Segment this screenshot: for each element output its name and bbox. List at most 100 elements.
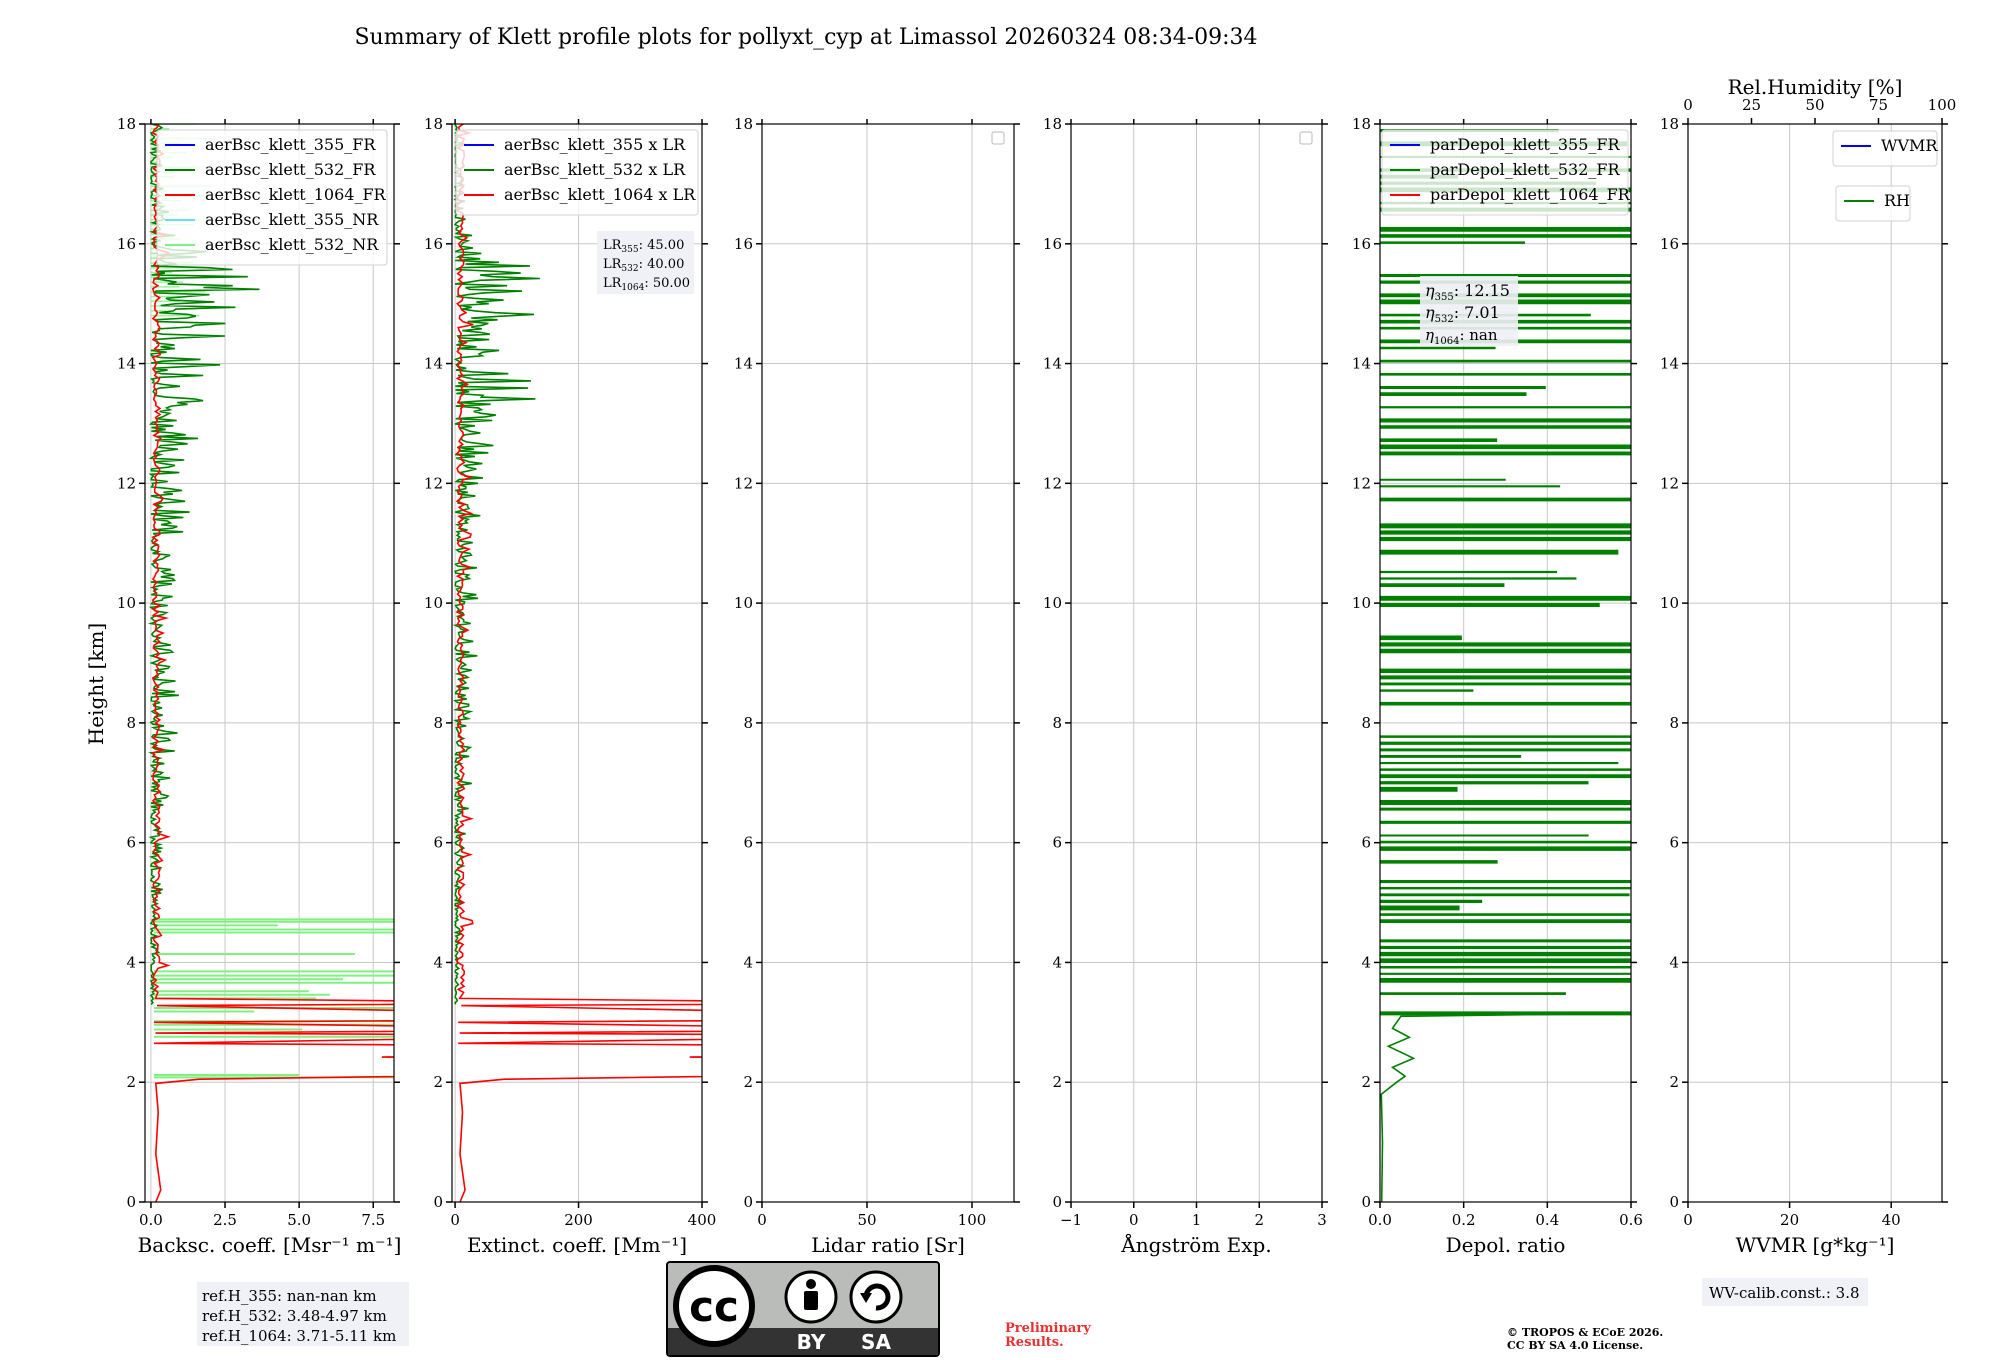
y-tick-label: 8 — [126, 714, 136, 732]
x-tick-label: 0.0 — [139, 1211, 163, 1229]
preliminary-line1: Preliminary — [1005, 1321, 1091, 1336]
y-tick-label: 18 — [1660, 115, 1679, 133]
preliminary-line2: Results. — [1005, 1335, 1064, 1350]
axes-frame — [451, 123, 703, 1203]
y-tick-label: 14 — [734, 355, 753, 373]
y-tick-label: 2 — [743, 1073, 753, 1091]
y-tick-label: 6 — [433, 834, 443, 852]
legend-entry: aerBsc_klett_355_FR — [205, 135, 376, 154]
y-tick-label: 10 — [1660, 594, 1679, 612]
y-tick-label: 14 — [1352, 355, 1371, 373]
y-tick-label: 8 — [1669, 714, 1679, 732]
y-tick-label: 10 — [1043, 594, 1062, 612]
y-tick-label: 10 — [117, 594, 136, 612]
empty-legend-box — [991, 131, 1005, 145]
y-tick-label: 2 — [1669, 1073, 1679, 1091]
x-tick-label: 40 — [1882, 1211, 1901, 1229]
x-tick-label: 400 — [688, 1211, 717, 1229]
y-tick-label: 2 — [433, 1073, 443, 1091]
data-line-aerBsc_klett_532 x LR — [452, 124, 540, 1005]
y-tick-label: 18 — [1352, 115, 1371, 133]
y-tick-label: 8 — [1052, 714, 1062, 732]
legend-frame — [455, 129, 699, 216]
x-tick-label: 2.5 — [213, 1211, 237, 1229]
y-tick-label: 12 — [117, 474, 136, 492]
legend-wvmr: WVMR — [1832, 130, 1938, 167]
reference-height-box: ref.H_355: nan-nan km ref.H_532: 3.48-4.… — [197, 1282, 409, 1346]
legend-entry: aerBsc_klett_1064_FR — [205, 185, 387, 204]
empty-legend-box — [1299, 131, 1313, 145]
x-tick-label: 3 — [1317, 1211, 1327, 1229]
lr-entry-355: LR355: 45.00 — [603, 238, 684, 255]
legend-entry: parDepol_klett_532_FR — [1430, 160, 1621, 179]
y-tick-label: 16 — [734, 235, 753, 253]
eta-entry-532: η532: 7.01 — [1425, 303, 1500, 325]
x-axis-label: Lidar ratio [Sr] — [811, 1233, 965, 1257]
data-line-aerBsc_klett_1064_FR — [151, 124, 394, 1202]
y-tick-label: 0 — [1052, 1193, 1062, 1211]
x-tick-label: 0.0 — [1368, 1211, 1392, 1229]
y-tick-label: 14 — [117, 355, 136, 373]
legend-frame — [1835, 185, 1911, 222]
legend-entry: aerBsc_klett_532_NR — [205, 235, 379, 254]
share-alike-icon — [849, 1270, 903, 1324]
y-tick-label: 4 — [1361, 953, 1371, 971]
x-tick-label: 0 — [757, 1211, 767, 1229]
y-tick-label: 10 — [734, 594, 753, 612]
legend-backscatter: aerBsc_klett_355_FR aerBsc_klett_532_FRae… — [156, 129, 388, 266]
panel-depol: 0 2 4 6 8 10 12 14 16 18 0.0 0.2 0.4 0.6 Depol. ratio p… — [1352, 115, 1643, 1257]
y-tick-label: 16 — [1352, 235, 1371, 253]
y-tick-label: 10 — [424, 594, 443, 612]
y-tick-label: 4 — [743, 953, 753, 971]
y-tick-label: 12 — [1660, 474, 1679, 492]
y-tick-label: 18 — [117, 115, 136, 133]
panel-backscatter: 0 2 4 6 8 10 12 14 16 18 0.0 2.5 5.0 7.5 Backsc. coeff… — [117, 115, 402, 1257]
y-tick-label: 6 — [1361, 834, 1371, 852]
x-tick-label: 200 — [564, 1211, 593, 1229]
y-tick-label: 16 — [1660, 235, 1679, 253]
y-tick-label: 18 — [1043, 115, 1062, 133]
y-tick-label: 16 — [424, 235, 443, 253]
legend-rh: RH — [1835, 185, 1911, 222]
axes-frame — [144, 123, 395, 1203]
x-tick-label: 0 — [1129, 1211, 1139, 1229]
legend-frame — [1381, 129, 1629, 216]
y-tick-label: 6 — [1052, 834, 1062, 852]
legend-entry: aerBsc_klett_355 x LR — [504, 135, 686, 154]
top-x-tick-label: 75 — [1869, 96, 1888, 114]
top-x-tick-label: 50 — [1805, 96, 1824, 114]
legend-entry: RH — [1884, 191, 1910, 210]
lr-box-frame — [597, 231, 694, 294]
y-tick-label: 18 — [734, 115, 753, 133]
x-tick-label: 0.2 — [1452, 1211, 1476, 1229]
lidar-ratio-box: LR355: 45.00 LR532: 40.00 LR1064: 50.00 — [597, 231, 694, 294]
x-axis-label: Backsc. coeff. [Msr⁻¹ m⁻¹] — [138, 1233, 402, 1257]
x-tick-label: −1 — [1060, 1211, 1082, 1229]
eta-entry-355: η355: 12.15 — [1425, 281, 1510, 303]
axes-frame — [1687, 123, 1943, 1203]
top-x-tick-label: 25 — [1742, 96, 1761, 114]
legend-entry: aerBsc_klett_355_NR — [205, 210, 379, 229]
x-tick-label: 7.5 — [361, 1211, 385, 1229]
y-tick-label: 14 — [1660, 355, 1679, 373]
y-tick-label: 0 — [1669, 1193, 1679, 1211]
top-x-axis-label: Rel.Humidity [%] — [1728, 75, 1903, 99]
x-tick-label: 20 — [1780, 1211, 1799, 1229]
y-tick-label: 8 — [433, 714, 443, 732]
figure-title: Summary of Klett profile plots for polly… — [354, 25, 1257, 50]
lr-entry-1064: LR1064: 50.00 — [603, 276, 690, 293]
y-tick-label: 12 — [424, 474, 443, 492]
x-axis-label: Depol. ratio — [1446, 1233, 1566, 1257]
y-tick-label: 0 — [1361, 1193, 1371, 1211]
by-label: BY — [797, 1330, 826, 1354]
x-tick-label: 2 — [1254, 1211, 1264, 1229]
legend-entry: aerBsc_klett_532 x LR — [504, 160, 686, 179]
cc-logo-icon — [673, 1265, 755, 1347]
legend-depol: parDepol_klett_355_FR parDepol_klett_532_… — [1381, 129, 1631, 216]
y-tick-label: 12 — [734, 474, 753, 492]
y-tick-label: 4 — [433, 953, 443, 971]
